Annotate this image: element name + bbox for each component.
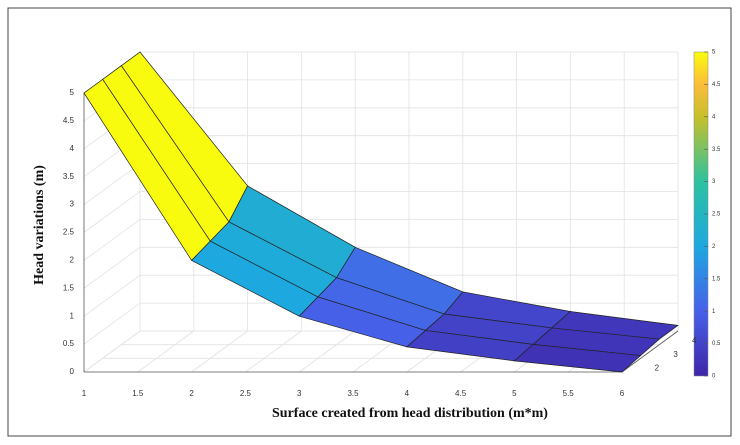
x-tick-label: 5.5 bbox=[563, 389, 575, 398]
x-tick-label: 3 bbox=[297, 389, 302, 398]
z-tick-label: 3 bbox=[70, 200, 75, 209]
frame bbox=[7, 7, 732, 437]
colorbar-tick-label: 4.5 bbox=[712, 82, 721, 88]
colorbar-tick-label: 2.5 bbox=[712, 212, 721, 218]
colorbar-tick-label: 0.5 bbox=[712, 341, 721, 347]
colorbar-tick-label: 1.5 bbox=[712, 276, 721, 282]
axis-line bbox=[621, 330, 679, 373]
colorbar-tick-label: 4 bbox=[712, 114, 716, 120]
z-axis-label: Head variations (m) bbox=[32, 165, 47, 285]
colorbar-tick-label: 3.5 bbox=[712, 147, 721, 153]
z-tick-label: 1.5 bbox=[63, 283, 75, 292]
colorbar-tick-label: 0 bbox=[712, 374, 716, 380]
x-tick-label: 5 bbox=[512, 389, 517, 398]
y-tick-label: 2 bbox=[655, 363, 660, 372]
x-tick-label: 3.5 bbox=[347, 389, 359, 398]
y-tick-label: 3 bbox=[673, 350, 678, 359]
x-tick-label: 2.5 bbox=[240, 389, 252, 398]
surface-face bbox=[513, 344, 642, 373]
z-tick-label: 5 bbox=[70, 88, 75, 97]
x-axis-label: Surface created from head distribution (… bbox=[272, 406, 548, 421]
z-tick-label: 0.5 bbox=[63, 339, 75, 348]
x-tick-label: 1 bbox=[82, 389, 87, 398]
z-tick-label: 4.5 bbox=[63, 116, 75, 125]
z-tick-label: 4 bbox=[70, 144, 75, 153]
z-tick-label: 2 bbox=[70, 256, 75, 265]
colorbar-tick-label: 1 bbox=[712, 309, 716, 315]
x-tick-label: 4 bbox=[405, 389, 410, 398]
x-tick-label: 2 bbox=[189, 389, 194, 398]
z-tick-label: 0 bbox=[70, 367, 75, 376]
z-tick-label: 1 bbox=[70, 311, 75, 320]
x-tick-label: 4.5 bbox=[455, 389, 467, 398]
grid-line bbox=[83, 51, 678, 94]
x-tick-label: 1.5 bbox=[132, 389, 144, 398]
colorbar-tick-label: 5 bbox=[712, 50, 716, 56]
z-tick-label: 2.5 bbox=[63, 228, 75, 237]
x-tick-label: 6 bbox=[620, 389, 625, 398]
z-tick-label: 3.5 bbox=[63, 172, 75, 181]
colorbar-tick-label: 3 bbox=[712, 179, 716, 185]
y-tick-label: 4 bbox=[692, 336, 697, 345]
colorbar-tick-label: 2 bbox=[712, 244, 716, 250]
